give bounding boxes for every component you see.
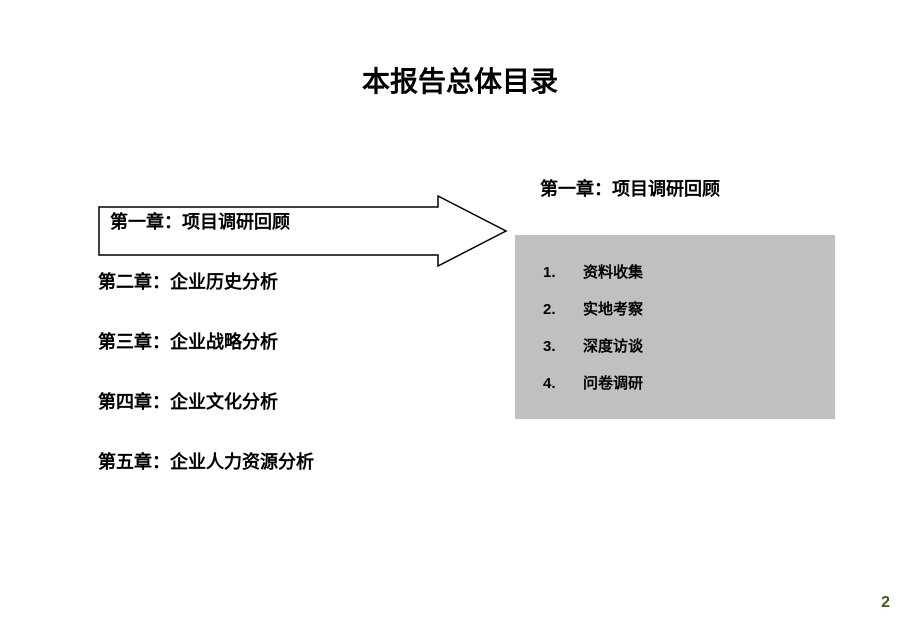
detail-item-3: 深度访谈 [543, 327, 807, 364]
detail-box: 资料收集 实地考察 深度访谈 问卷调研 [515, 235, 835, 419]
page-title: 本报告总体目录 [0, 60, 920, 100]
chapter-1-in-arrow: 第一章：项目调研回顾 [110, 208, 290, 234]
detail-item-2: 实地考察 [543, 290, 807, 327]
detail-item-1: 资料收集 [543, 253, 807, 290]
chapter-4: 第四章：企业文化分析 [98, 388, 314, 414]
detail-title: 第一章：项目调研回顾 [540, 175, 720, 201]
chapter-list: 第二章：企业历史分析 第三章：企业战略分析 第四章：企业文化分析 第五章：企业人… [98, 268, 314, 508]
page-number: 2 [881, 594, 890, 612]
chapter-5: 第五章：企业人力资源分析 [98, 448, 314, 474]
detail-item-4: 问卷调研 [543, 364, 807, 401]
chapter-3: 第三章：企业战略分析 [98, 328, 314, 354]
detail-list: 资料收集 实地考察 深度访谈 问卷调研 [543, 253, 807, 401]
chapter-2: 第二章：企业历史分析 [98, 268, 314, 294]
